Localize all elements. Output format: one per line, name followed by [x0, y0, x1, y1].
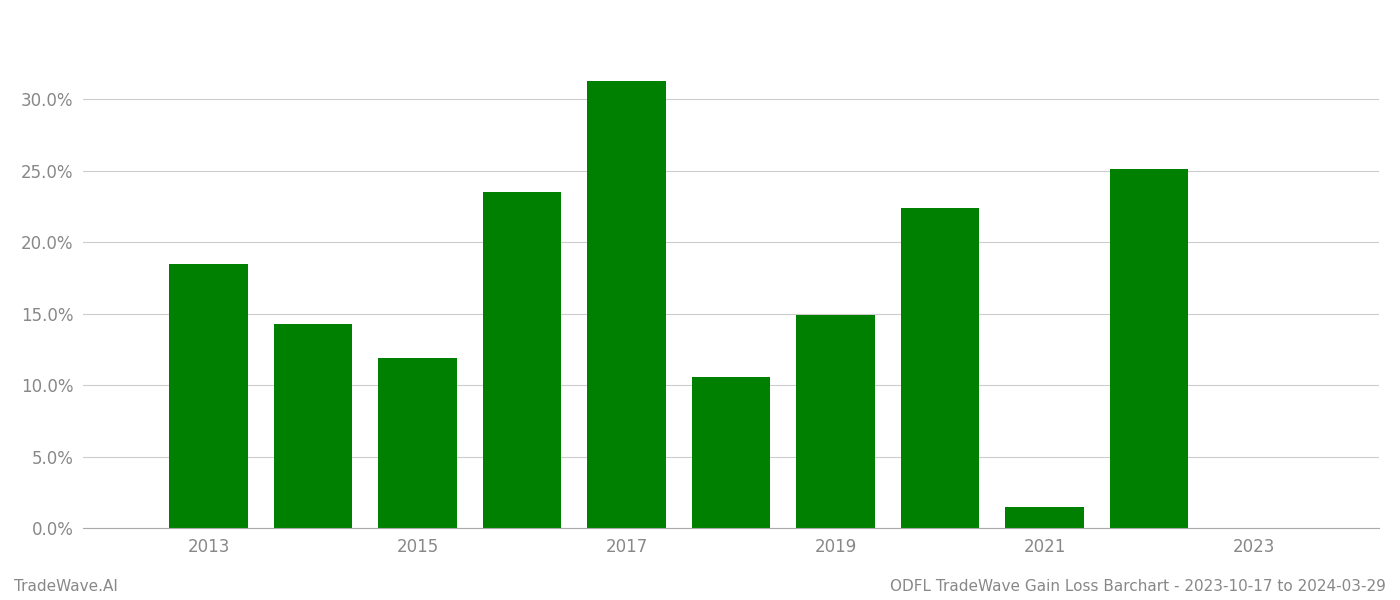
- Bar: [692, 377, 770, 528]
- Bar: [1110, 169, 1189, 528]
- Bar: [169, 264, 248, 528]
- Text: ODFL TradeWave Gain Loss Barchart - 2023-10-17 to 2024-03-29: ODFL TradeWave Gain Loss Barchart - 2023…: [890, 579, 1386, 594]
- Bar: [588, 81, 666, 528]
- Bar: [274, 324, 353, 528]
- Bar: [483, 192, 561, 528]
- Bar: [902, 208, 980, 528]
- Text: TradeWave.AI: TradeWave.AI: [14, 579, 118, 594]
- Bar: [797, 315, 875, 528]
- Bar: [378, 358, 456, 528]
- Bar: [1005, 506, 1084, 528]
